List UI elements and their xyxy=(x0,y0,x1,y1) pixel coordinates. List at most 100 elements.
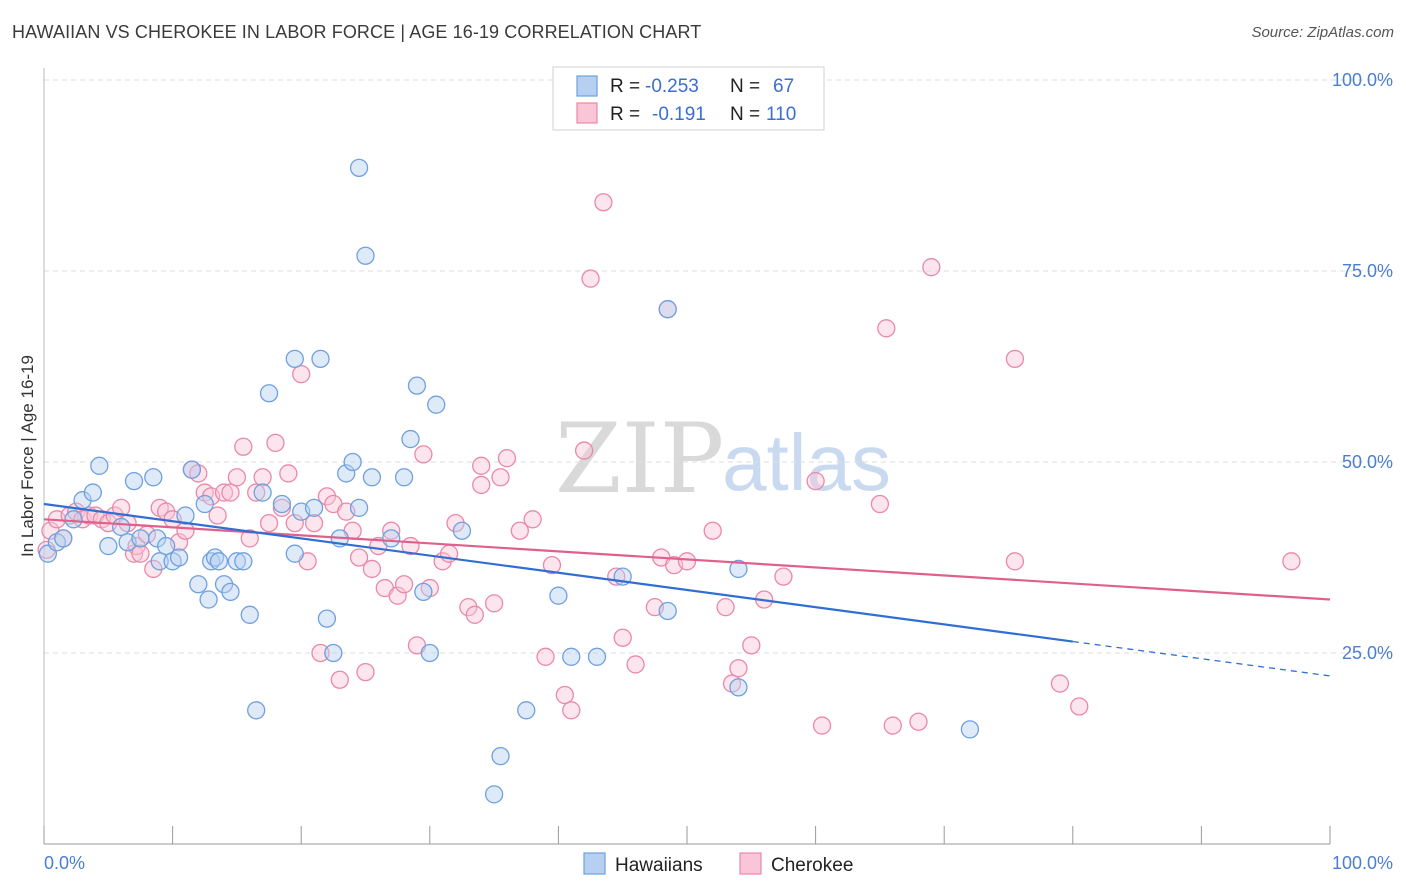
bottom-legend-swatch-cherokee xyxy=(739,852,762,875)
cherokee-point xyxy=(279,464,298,483)
hawaiians-point xyxy=(658,300,677,319)
cherokee-point xyxy=(497,449,517,468)
hawaiians-point xyxy=(349,498,369,517)
legend: R = -0.253 N = 67 R = -0.191 N = 110 xyxy=(552,66,825,131)
hawaiians-point xyxy=(150,552,169,571)
bottom-legend: Hawaiians Cherokee xyxy=(583,852,853,876)
cherokee-point xyxy=(510,521,529,540)
hawaiians-point xyxy=(304,498,324,517)
cherokee-point xyxy=(240,529,259,548)
hawaiians-point xyxy=(253,483,272,502)
hawaiians-point xyxy=(427,395,446,414)
y-tick-label: 50.0% xyxy=(1342,452,1393,472)
cherokee-point xyxy=(112,498,131,517)
legend-n-label-1: N = xyxy=(730,76,760,97)
hawaiians-point xyxy=(259,384,279,403)
cherokee-point xyxy=(626,655,645,674)
legend-r-label-2: R = xyxy=(610,104,640,125)
cherokee-point xyxy=(292,364,311,384)
hawaiians-point xyxy=(960,720,980,739)
cherokee-point xyxy=(1005,349,1025,369)
cherokee-point xyxy=(555,685,574,705)
hawaiians-point xyxy=(54,529,73,548)
y-tick-label: 25.0% xyxy=(1342,643,1393,663)
cherokee-point xyxy=(131,544,150,563)
hawaiians-point xyxy=(227,552,247,571)
cherokee-point xyxy=(414,445,433,464)
cherokee-point xyxy=(266,433,285,453)
hawaiians-trend-extension xyxy=(1072,640,1331,677)
hawaiians-point xyxy=(324,643,343,663)
cherokee-point xyxy=(311,643,330,663)
cherokee-point xyxy=(253,468,272,487)
hawaiians-point xyxy=(240,605,259,624)
x-tick-label-max: 100.0% xyxy=(1332,853,1393,873)
cherokee-point xyxy=(1005,552,1025,571)
cherokee-point xyxy=(285,513,304,533)
hawaiians-point xyxy=(285,349,304,369)
hawaiians-point xyxy=(484,785,504,804)
cherokee-point xyxy=(491,468,510,487)
cherokee-point xyxy=(1050,674,1070,693)
hawaiians-point xyxy=(337,464,356,483)
y-tick-label: 75.0% xyxy=(1342,261,1393,281)
bottom-legend-cherokee: Cherokee xyxy=(771,855,853,876)
hawaiians-point xyxy=(90,456,109,475)
legend-n-value-2: 110 xyxy=(766,104,796,125)
cherokee-point xyxy=(922,258,941,277)
hawaiians-point xyxy=(169,548,189,567)
hawaiians-point xyxy=(491,746,510,766)
hawaiians-point xyxy=(382,529,401,548)
cherokee-point xyxy=(581,269,600,288)
hawaiians-point xyxy=(64,510,83,529)
hawaiians-point xyxy=(549,586,568,605)
hawaiians-point xyxy=(394,468,414,487)
legend-r-value-2: -0.191 xyxy=(652,104,706,125)
cherokee-point xyxy=(484,594,504,613)
cherokee-point xyxy=(234,437,253,456)
cherokee-point xyxy=(247,483,266,502)
hawaiians-point xyxy=(272,494,292,514)
cherokee-point xyxy=(465,605,484,624)
cherokee-point xyxy=(742,636,761,655)
hawaiians-point xyxy=(311,349,330,369)
hawaiians-point xyxy=(317,609,337,628)
x-tick-label-min: 0.0% xyxy=(44,853,85,873)
cherokee-point xyxy=(523,510,542,529)
y-tick-label: 100.0% xyxy=(1332,70,1393,90)
hawaiians-point xyxy=(658,601,677,621)
hawaiians-point xyxy=(83,483,103,502)
cherokee-point xyxy=(227,468,247,487)
cherokee-point xyxy=(1282,552,1301,571)
bottom-legend-swatch-hawaiians xyxy=(583,852,606,875)
hawaiians-point xyxy=(195,494,214,514)
cherokee-point xyxy=(536,647,555,666)
cherokee-point xyxy=(382,521,401,540)
legend-n-value-1: 67 xyxy=(773,76,794,97)
cherokee-point xyxy=(1070,697,1089,716)
hawaiians-point xyxy=(414,582,433,602)
y-axis-title: In Labor Force | Age 16-19 xyxy=(18,355,37,557)
cherokee-point xyxy=(356,662,375,682)
legend-box xyxy=(552,66,825,131)
hawaiians-point xyxy=(247,701,266,720)
hawaiians-point xyxy=(131,529,150,548)
chart-title: HAWAIIAN VS CHEROKEE IN LABOR FORCE | AG… xyxy=(12,22,702,42)
cherokee-point xyxy=(870,494,890,514)
hawaiians-point xyxy=(452,521,472,540)
cherokee-point xyxy=(716,598,735,617)
hawaiians-point xyxy=(401,429,420,449)
hawaiians-trend-line xyxy=(43,502,1073,643)
hawaiians-point xyxy=(112,517,131,537)
cherokee-point xyxy=(221,483,240,502)
cherokee-point xyxy=(574,441,594,460)
legend-n-label-2: N = xyxy=(730,104,760,125)
cherokee-point xyxy=(330,670,349,689)
hawaiians-points xyxy=(38,158,980,804)
hawaiians-point xyxy=(343,452,362,472)
cherokee-point xyxy=(259,513,279,533)
cherokee-point xyxy=(388,586,407,605)
cherokee-point xyxy=(677,552,697,571)
legend-r-label-1: R = xyxy=(610,76,640,97)
